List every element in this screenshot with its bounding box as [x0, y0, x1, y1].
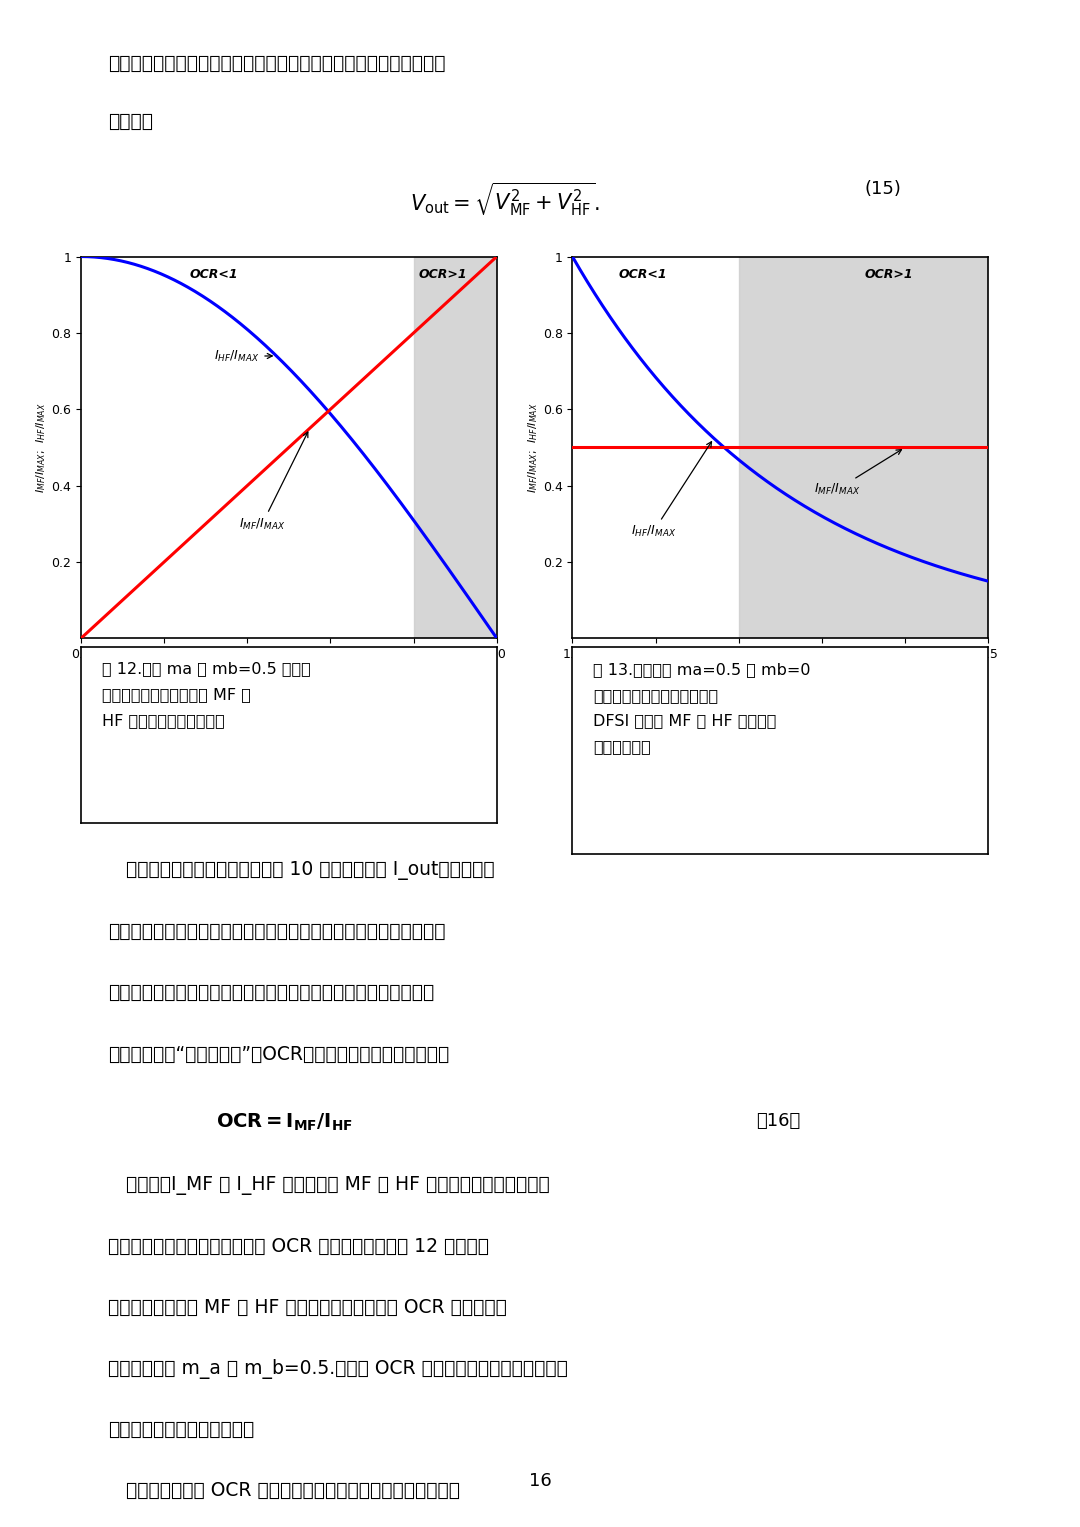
Text: 务必注意，由于 OCR 接近于双频串联逃变器可大约输出最大功: 务必注意，由于 OCR 接近于双频串联逃变器可大约输出最大功	[108, 1481, 460, 1500]
X-axis label: $f_{HF}/f_{S2}$: $f_{HF}/f_{S2}$	[758, 664, 802, 683]
Bar	[414, 257, 497, 638]
Text: $I_{HF}/I_{MAX}$: $I_{HF}/I_{MAX}$	[214, 348, 272, 363]
Text: 流的分量的相对贡献的测量能够充分地说明这个系统。因为这个原: 流的分量的相对贡献的测量能够充分地说明这个系统。因为这个原	[108, 983, 434, 1002]
Text: 图 13.作为对于 ma=0.5 和 mb=0
归一化逃变器工作频率的函数
DFSI 的输出 MF 和 HF 电流分量
的归一化振幅: 图 13.作为对于 ma=0.5 和 mb=0 归一化逃变器工作频率的函数 DF…	[593, 661, 811, 754]
Text: OCR<1: OCR<1	[190, 269, 239, 281]
Text: （16）: （16）	[756, 1112, 800, 1130]
Text: $I_{MF}/I_{MAX}$: $I_{MF}/I_{MAX}$	[813, 449, 902, 498]
Text: 下式表达: 下式表达	[108, 111, 153, 130]
Text: 丢弃输出电压的高次谐波的贡献。因此，输出电压的有效振幅可以用: 丢弃输出电压的高次谐波的贡献。因此，输出电压的有效振幅可以用	[108, 53, 446, 72]
Y-axis label: $I_{MF}/I_{MAX}$;  $I_{HF}/I_{MAX}$: $I_{MF}/I_{MAX}$; $I_{HF}/I_{MAX}$	[35, 402, 49, 493]
Text: 因，一个叫做“输出电流比”（OCR）的量值，能够用下式定义：: 因，一个叫做“输出电流比”（OCR）的量值，能够用下式定义：	[108, 1044, 449, 1063]
Text: 定于调制指数 m_a 对 m_b=0.5.最大的 OCR 值将被具体的应用规范指出，: 定于调制指数 m_a 对 m_b=0.5.最大的 OCR 值将被具体的应用规范指…	[108, 1359, 568, 1379]
Text: 双频串联逃变器输出电流，在图 10 中做上标记的 I_out，有两个谐: 双频串联逃变器输出电流，在图 10 中做上标记的 I_out，有两个谐	[108, 861, 495, 880]
Text: 图 12.作为 ma 和 mb=0.5 的函数
双频串联逃变器输出的的 MF 和
HF 电流分量的归一化振幅: 图 12.作为 ma 和 mb=0.5 的函数 双频串联逃变器输出的的 MF 和…	[102, 661, 311, 728]
Text: 频串联逃变器输出 MF 和 HF 电流分量归一化振幅和 OCR 工作范围决: 频串联逃变器输出 MF 和 HF 电流分量归一化振幅和 OCR 工作范围决	[108, 1298, 507, 1316]
Text: $I_{MF}/I_{MAX}$: $I_{MF}/I_{MAX}$	[239, 432, 308, 531]
Text: $\mathbf{OCR=I_{MF}/I_{HF}}$: $\mathbf{OCR=I_{MF}/I_{HF}}$	[216, 1112, 353, 1133]
X-axis label: $m_a$: $m_a$	[278, 664, 300, 680]
Text: 期提出的调节系统允许获得一个 OCR 值的大的范围。图 12 表明，双: 期提出的调节系统允许获得一个 OCR 值的大的范围。图 12 表明，双	[108, 1237, 489, 1255]
Y-axis label: $I_{MF}/I_{MAX}$;  $I_{HF}/I_{MAX}$: $I_{MF}/I_{MAX}$; $I_{HF}/I_{MAX}$	[526, 402, 540, 493]
Text: 16: 16	[528, 1472, 552, 1490]
Text: 波分量。它们可以用一只示波器进行测量。这意味着，这些对输出电: 波分量。它们可以用一只示波器进行测量。这意味着，这些对输出电	[108, 922, 446, 941]
Text: OCR<1: OCR<1	[619, 269, 667, 281]
Text: $V_{\mathrm{out}} = \sqrt{V_{\mathrm{MF}}^2 + V_{\mathrm{HF}}^2}.$: $V_{\mathrm{out}} = \sqrt{V_{\mathrm{MF}…	[410, 180, 599, 218]
Text: $I_{HF}/I_{MAX}$: $I_{HF}/I_{MAX}$	[631, 441, 712, 539]
Text: OCR>1: OCR>1	[418, 269, 467, 281]
Text: 上式中，I_MF 和 I_HF 分别代表了 MF 和 HF 谐波电流分量的振幅。早: 上式中，I_MF 和 I_HF 分别代表了 MF 和 HF 谐波电流分量的振幅。…	[108, 1176, 550, 1194]
Bar	[739, 257, 988, 638]
Text: (15): (15)	[864, 180, 901, 199]
Text: OCR>1: OCR>1	[864, 269, 913, 281]
Text: 以便获得最佳的沿轮廓淣火。: 以便获得最佳的沿轮廓淣火。	[108, 1420, 254, 1438]
